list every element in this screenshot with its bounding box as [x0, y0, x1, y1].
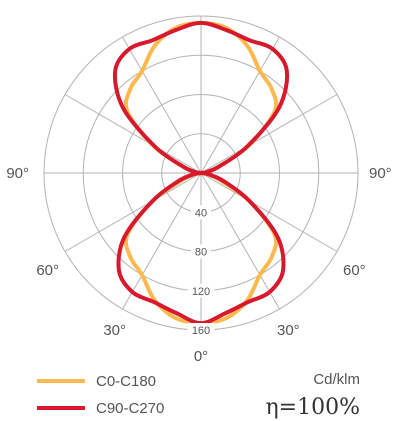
radial-label-bg-40	[191, 205, 211, 220]
angle-label-left-90: 90°	[6, 165, 29, 182]
radial-label-40: 40	[195, 207, 207, 219]
angle-label-left-30: 30°	[103, 322, 126, 339]
angle-label-right-30: 30°	[277, 322, 300, 339]
radial-label-160: 160	[192, 325, 210, 337]
angle-label-right-90: 90°	[369, 165, 392, 182]
legend: C0-C180 C90-C270	[37, 373, 164, 417]
unit-label: Cd/klm	[313, 371, 360, 388]
legend-label-c0-c180: C0-C180	[96, 373, 156, 390]
legend-label-c90-c270: C90-C270	[96, 400, 164, 417]
radial-label-120: 120	[192, 286, 210, 298]
radial-label-bg-120	[187, 283, 215, 298]
angle-label-right-60: 60°	[343, 262, 366, 279]
radial-label-bg-160	[187, 323, 215, 337]
curves-layer	[112, 20, 290, 326]
series-curve-c90-c270	[112, 20, 290, 326]
radial-label-bg-80	[191, 244, 211, 259]
efficiency-label: η=100%	[265, 395, 360, 420]
radial-tick-labels: 40 80 120 160	[187, 205, 215, 337]
angle-label-bottom-0: 0°	[194, 348, 208, 365]
angle-label-left-60: 60°	[36, 262, 59, 279]
radial-label-80: 80	[195, 247, 207, 259]
